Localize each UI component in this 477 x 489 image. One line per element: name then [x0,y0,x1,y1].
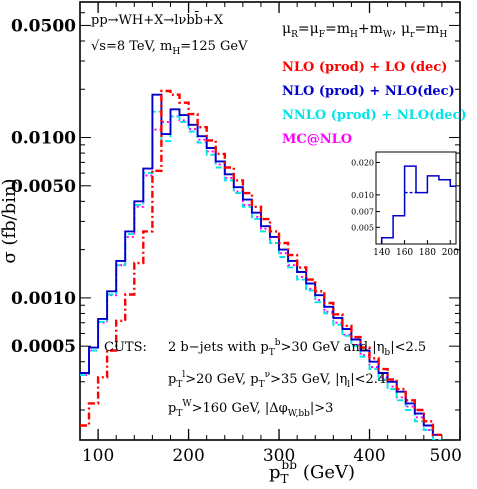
inset-y-tick-label: 0.005 [351,223,374,232]
series-line-2 [80,93,442,436]
y-tick-label: 0.0500 [11,16,76,36]
series-line-1 [80,89,442,436]
cuts-label: CUTS: [104,340,147,355]
axis-layer: 100 200 300 400 500 0.0005 0.0010 0.0050 0.0100 0… [0,1,462,486]
y-tick-label: 0.0010 [11,289,76,309]
x-tick-label: 200 [172,446,204,466]
cuts-line-2: pTl>20 GeV, pTν>35 GeV, |ηl|<2.4 [168,370,386,390]
y-axis-label: σ (fb/bin) [0,178,20,263]
legend-entry-4: MC@NLO [282,132,352,147]
legend-entry-1: NLO (prod) + LO (dec) [282,60,447,75]
annotations: pp→WH+X→lνbb̄+X √s=8 TeV, mH=125 GeV μR=μF… [91,11,447,419]
inset-series-group [380,165,456,244]
x-axis-label: pTbb (GeV) [269,458,355,486]
x-tick-label: 500 [430,446,462,466]
x-tick-label: 300 [263,446,295,466]
y-tick-label: 0.0100 [11,129,76,149]
process-label: pp→WH+X→lνbb̄+X [91,11,224,28]
scales-label: μR=μF=mH+mW, μr=mH [282,21,447,40]
inset-x-tick-label: 140 [373,248,390,258]
series-layer [80,89,442,440]
inset-x-tick-label: 180 [419,248,436,258]
cuts-line-1: 2 b−jets with pTb>30 GeV and |ηb|<2.5 [168,338,426,358]
y-tick-label: 0.0005 [11,337,76,357]
legend: NLO (prod) + LO (dec) NLO (prod) + NLO(de… [282,60,467,147]
legend-entry-2: NLO (prod) + NLO(dec) [282,84,455,99]
legend-entry-3: NNLO (prod) + NLO(dec) [282,108,467,123]
inset-y-tick-label: 0.010 [351,191,374,200]
energy-label: √s=8 TeV, mH=125 GeV [91,39,248,57]
inset-nlo-line [380,165,456,244]
inset-y-tick-label: 0.020 [351,158,374,167]
inset-plot: 140 160 180 200 0.005 0.007 0.010 0.020 [351,151,459,258]
x-tick-label: 400 [353,446,385,466]
x-tick-label: 100 [82,446,114,466]
cuts-line-3: pTW>160 GeV, |ΔφW,bb|>3 [168,399,333,419]
inset-x-tick-label: 200 [442,248,459,258]
inset-x-tick-label: 160 [396,248,413,258]
inset-y-tick-label: 0.007 [351,208,374,217]
y-tick-label: 0.0050 [11,177,76,197]
